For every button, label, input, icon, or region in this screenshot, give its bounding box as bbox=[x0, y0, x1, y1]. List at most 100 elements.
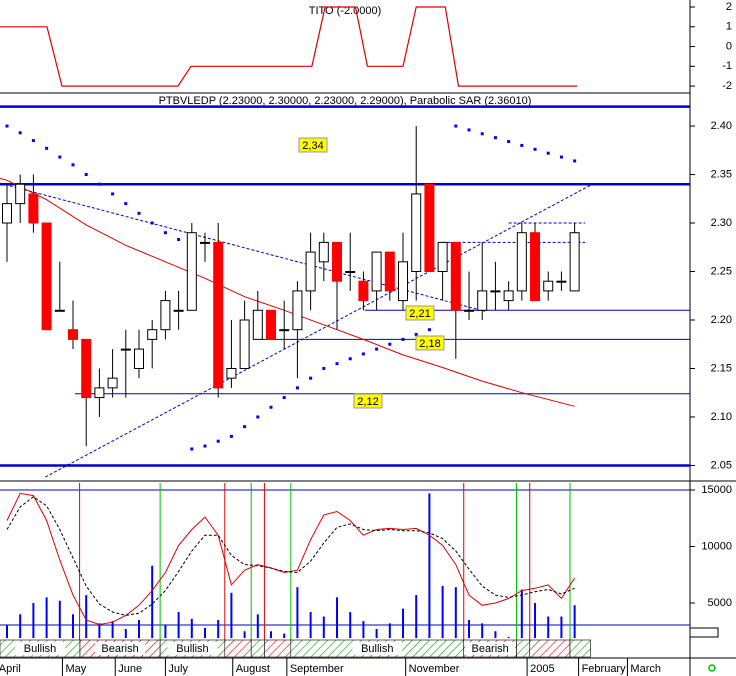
candle-body bbox=[543, 280, 554, 292]
candle-body bbox=[107, 377, 118, 389]
trend-segment bbox=[516, 639, 531, 658]
segment-label-bg bbox=[14, 642, 65, 655]
y-tick-label: 2.35 bbox=[711, 168, 732, 180]
volume-bar bbox=[204, 627, 207, 638]
volume-bar bbox=[402, 608, 405, 638]
candle-body bbox=[424, 183, 435, 272]
volume-bar bbox=[468, 619, 471, 638]
x-tick-label: May bbox=[65, 663, 86, 675]
candle-body bbox=[173, 309, 184, 312]
volume-bar bbox=[270, 631, 273, 638]
trend-segment bbox=[529, 639, 571, 658]
candle-body bbox=[186, 232, 197, 311]
sar-dot bbox=[467, 128, 471, 132]
annotation: 2,18 bbox=[419, 338, 440, 350]
sar-dot bbox=[45, 146, 49, 150]
volume-bar bbox=[164, 624, 167, 638]
annotation: 2,12 bbox=[357, 396, 378, 408]
level-line bbox=[45, 184, 591, 478]
oscillator-line bbox=[6, 496, 575, 616]
segment-label-bg bbox=[167, 642, 218, 655]
segment-label: Bullish bbox=[24, 643, 56, 655]
sar-dot bbox=[454, 124, 458, 128]
segment-label-bg bbox=[352, 642, 403, 655]
annotation-box bbox=[405, 305, 435, 321]
x-tick-label: February bbox=[582, 663, 627, 675]
x-tick-label: July bbox=[168, 663, 188, 675]
y-tick-label: 0 bbox=[726, 40, 732, 52]
segment-label-bg bbox=[95, 642, 146, 655]
volume-bar bbox=[560, 616, 563, 638]
volume-bar bbox=[336, 597, 339, 638]
candle-body bbox=[345, 270, 356, 273]
sar-dot bbox=[388, 342, 392, 346]
segment-label: Bullish bbox=[176, 643, 208, 655]
volume-bar bbox=[520, 589, 523, 638]
x-tick-label: November bbox=[409, 663, 460, 675]
y-tick-label: 2.20 bbox=[711, 314, 732, 326]
candle-body bbox=[437, 241, 448, 272]
x-tick-label: April bbox=[0, 663, 21, 675]
sar-dot bbox=[269, 405, 273, 409]
y-tick-label: 15000 bbox=[701, 484, 732, 496]
sar-dot bbox=[84, 173, 88, 177]
candle-body bbox=[490, 290, 501, 293]
volume-bar bbox=[217, 619, 220, 638]
sar-dot bbox=[361, 352, 365, 356]
sar-dot bbox=[427, 328, 431, 332]
segment-label: Bullish bbox=[361, 643, 393, 655]
volume-bar bbox=[5, 625, 8, 638]
volume-bar bbox=[428, 493, 431, 638]
sar-dot bbox=[31, 139, 35, 143]
candle-body bbox=[94, 387, 105, 399]
status-icon bbox=[708, 664, 716, 672]
sar-dot bbox=[480, 132, 484, 136]
y-tick-label: 2 bbox=[726, 1, 732, 13]
y-tick-label: 2.25 bbox=[711, 265, 732, 277]
sar-dot bbox=[335, 362, 339, 366]
candle-body bbox=[411, 193, 422, 272]
trend-segment bbox=[224, 639, 252, 658]
y-tick-label: 2.30 bbox=[711, 217, 732, 229]
sar-dot bbox=[414, 333, 418, 337]
sar-dot bbox=[18, 131, 22, 135]
sar-dot bbox=[559, 155, 563, 159]
segment-label: Bearish bbox=[101, 643, 138, 655]
candle-body bbox=[279, 329, 290, 332]
sar-dot bbox=[150, 221, 154, 225]
volume-bar bbox=[534, 603, 537, 638]
candle-body bbox=[1, 203, 12, 224]
candle-body bbox=[134, 348, 145, 369]
candle-body bbox=[41, 222, 52, 331]
candle-body bbox=[516, 232, 527, 292]
candle-body bbox=[226, 367, 237, 379]
sar-dot bbox=[137, 211, 141, 215]
sar-dot bbox=[295, 386, 299, 390]
volume-bar bbox=[481, 623, 484, 638]
candle-body bbox=[358, 280, 369, 302]
sar-dot bbox=[520, 143, 524, 147]
segment-label: Bearish bbox=[471, 643, 508, 655]
sar-dot bbox=[177, 237, 181, 241]
volume-bar bbox=[362, 621, 365, 638]
y-tick-label: 2.10 bbox=[711, 411, 732, 423]
candle-body bbox=[28, 193, 39, 224]
y-tick-label: 1 bbox=[726, 21, 732, 33]
candle-body bbox=[477, 290, 488, 311]
scale-box bbox=[689, 627, 719, 638]
volume-bar bbox=[441, 586, 444, 638]
volume-bar bbox=[507, 636, 510, 638]
candle-body bbox=[464, 309, 475, 312]
candle-body bbox=[67, 329, 78, 340]
sar-dot bbox=[309, 376, 313, 380]
volume-bar bbox=[375, 628, 378, 638]
volume-bar bbox=[19, 614, 22, 638]
volume-bar bbox=[71, 614, 74, 638]
x-tick-label: June bbox=[118, 663, 142, 675]
sar-dot bbox=[71, 163, 75, 167]
sar-dot bbox=[546, 151, 550, 155]
sar-dot bbox=[348, 357, 352, 361]
y-tick-label: -2 bbox=[722, 80, 732, 92]
